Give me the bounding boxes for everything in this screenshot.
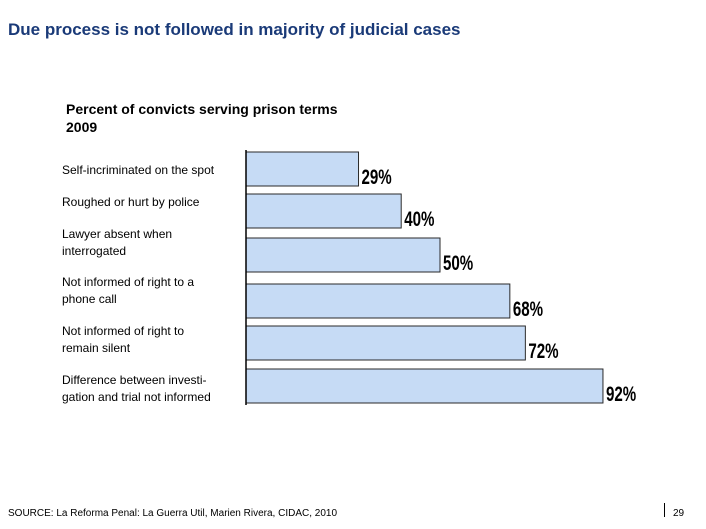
- category-label-5-line-1: Not informed of right to: [62, 324, 184, 338]
- category-label-3-line-1: Lawyer absent when: [62, 227, 172, 241]
- bar-4: [245, 283, 511, 319]
- page-title: Due process is not followed in majority …: [8, 20, 461, 39]
- data-label-6: 92%: [606, 381, 636, 405]
- data-label-1: 29%: [362, 164, 392, 188]
- category-label-3-line-2: interrogated: [62, 244, 126, 258]
- category-label-4-line-2: phone call: [62, 292, 117, 306]
- category-label-2: Roughed or hurt by police: [62, 195, 200, 209]
- source-note: SOURCE: La Reforma Penal: La Guerra Util…: [8, 508, 338, 519]
- bar-6: [245, 368, 604, 404]
- category-label-6-line-1: Difference between investi-: [62, 373, 207, 387]
- data-label-3: 50%: [443, 250, 473, 274]
- bar-2: [245, 193, 402, 229]
- chart-subtitle-line-1: Percent of convicts serving prison terms: [66, 101, 338, 117]
- category-label-1: Self-incriminated on the spot: [62, 163, 215, 177]
- bar-1: [245, 151, 360, 187]
- data-label-2: 40%: [404, 206, 434, 230]
- page-separator: [664, 503, 665, 517]
- chart-subtitle-line-2: 2009: [66, 119, 98, 135]
- page-number: 29: [673, 508, 685, 519]
- bar-5: [245, 325, 526, 361]
- category-label-5-line-2: remain silent: [62, 341, 131, 355]
- data-label-5: 72%: [528, 338, 558, 362]
- bar-3: [245, 237, 441, 273]
- category-label-4-line-1: Not informed of right to a: [62, 275, 194, 289]
- data-label-4: 68%: [513, 296, 543, 320]
- chart-subtitle: Percent of convicts serving prison terms…: [66, 100, 338, 136]
- category-label-6-line-2: gation and trial not informed: [62, 390, 211, 404]
